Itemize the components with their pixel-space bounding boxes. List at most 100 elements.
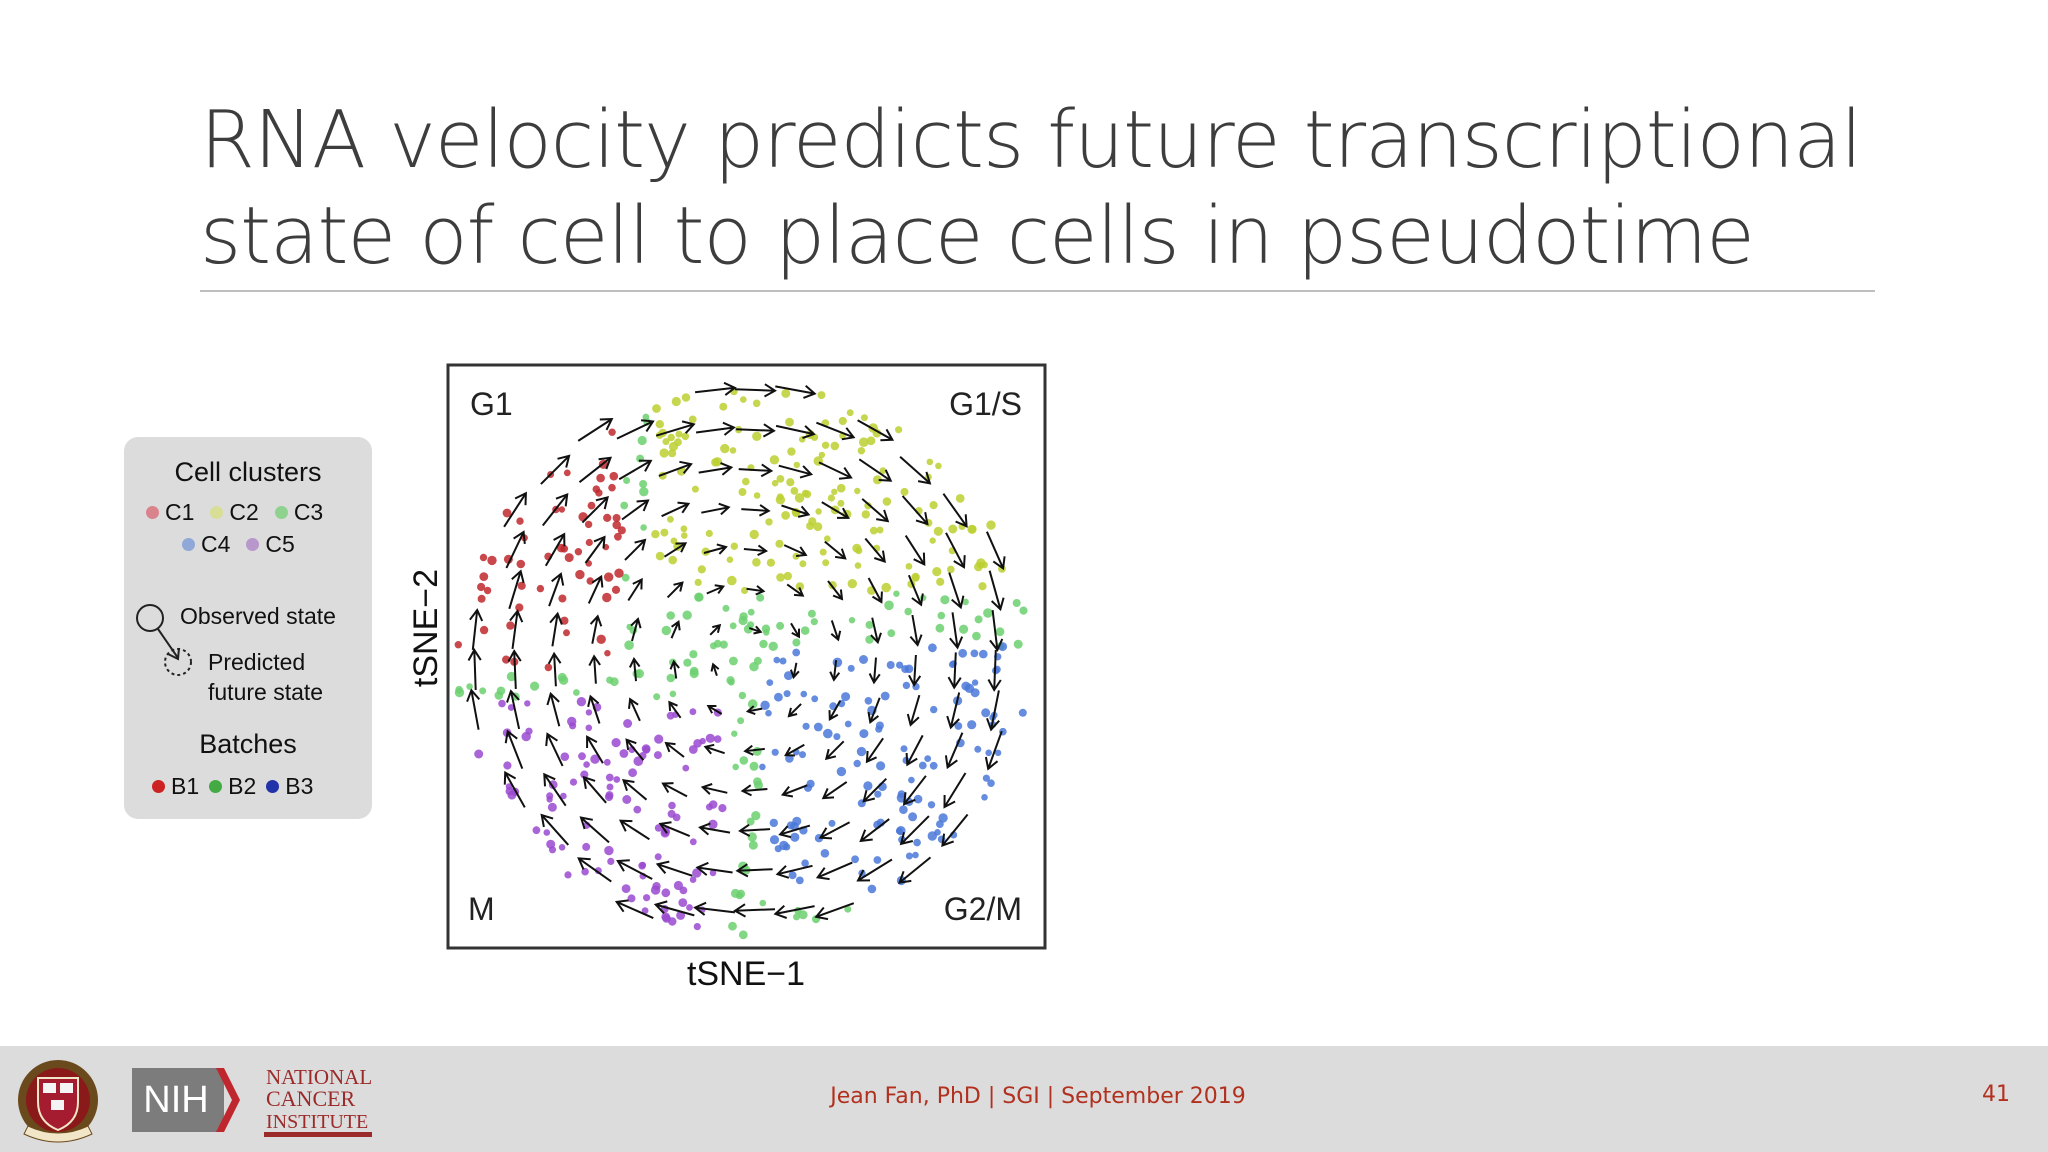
velocity-arrow <box>984 730 1003 771</box>
point-c4 <box>958 648 968 658</box>
legend-b1-dot <box>152 780 165 793</box>
point-c2 <box>955 494 965 503</box>
point-c4 <box>873 856 882 864</box>
legend-observed-label: Observed state <box>180 603 336 629</box>
point-c2 <box>799 560 807 568</box>
point-c3 <box>666 673 676 683</box>
point-c2 <box>830 441 840 451</box>
corner-label-g1s: G1/S <box>949 386 1022 422</box>
velocity-arrow <box>949 612 964 650</box>
velocity-arrow <box>989 609 1004 652</box>
point-c4 <box>813 722 823 732</box>
point-c1 <box>502 655 511 664</box>
velocity-arrow <box>740 784 768 797</box>
point-c1 <box>479 572 489 581</box>
point-c4 <box>900 745 908 753</box>
point-c2 <box>681 532 688 539</box>
point-c4 <box>800 690 808 698</box>
point-c2 <box>821 441 830 449</box>
point-c1 <box>487 555 497 566</box>
point-c4 <box>788 871 797 880</box>
legend-c5-dot <box>246 538 260 551</box>
point-c2 <box>879 467 887 475</box>
velocity-arrow <box>741 504 771 517</box>
point-c3 <box>807 609 816 618</box>
corner-label-g1: G1 <box>470 386 513 422</box>
point-c2 <box>720 443 730 454</box>
velocity-arrow <box>710 662 720 677</box>
point-c5 <box>607 857 615 866</box>
point-c3 <box>844 905 852 913</box>
velocity-arrow <box>503 770 526 808</box>
velocity-arrow <box>858 458 893 482</box>
point-c5 <box>661 912 671 922</box>
point-c4 <box>841 692 851 702</box>
point-c3 <box>935 623 945 633</box>
point-c1 <box>617 526 626 535</box>
point-c4 <box>981 794 988 801</box>
velocity-arrow <box>947 652 962 690</box>
point-c2 <box>712 457 723 467</box>
corner-label-g2m: G2/M <box>944 891 1022 927</box>
point-c5 <box>611 738 621 748</box>
point-c2 <box>765 518 773 526</box>
point-c5 <box>525 727 533 735</box>
point-c4 <box>859 655 868 664</box>
point-c2 <box>667 515 674 523</box>
nci-logo-line1: NATIONAL <box>266 1065 372 1089</box>
velocity-arrow <box>775 424 816 439</box>
point-c3 <box>1012 599 1021 607</box>
point-c2 <box>659 448 669 458</box>
point-c5 <box>606 783 614 791</box>
point-c4 <box>908 776 915 784</box>
legend-c1-label: C1 <box>165 499 195 525</box>
legend-c3-label: C3 <box>293 499 324 525</box>
point-c2 <box>752 431 762 441</box>
velocity-arrow <box>503 491 527 528</box>
point-c4 <box>820 849 830 858</box>
point-c2 <box>793 461 800 469</box>
point-c3 <box>624 640 634 650</box>
point-c5 <box>507 704 515 711</box>
slide-title: RNA velocity predicts future transcripti… <box>200 92 1900 284</box>
point-c1 <box>604 572 614 582</box>
point-c2 <box>929 537 936 544</box>
point-c4 <box>863 781 873 791</box>
point-c2 <box>795 582 805 591</box>
point-c5 <box>580 770 589 779</box>
velocity-arrow <box>545 732 564 767</box>
velocity-arrow <box>544 532 566 567</box>
point-c5 <box>567 716 577 727</box>
point-c3 <box>738 691 747 700</box>
velocity-arrow <box>738 823 771 837</box>
point-c4 <box>1018 708 1027 717</box>
point-c4 <box>970 649 979 658</box>
point-c3 <box>455 685 463 694</box>
point-c4 <box>954 722 963 730</box>
point-c3 <box>639 487 649 497</box>
point-c3 <box>749 761 759 771</box>
point-c2 <box>771 479 779 487</box>
point-c2 <box>882 497 892 506</box>
point-c2 <box>681 432 690 441</box>
velocity-arrow <box>906 694 921 727</box>
point-c5 <box>558 844 566 851</box>
point-c2 <box>827 494 836 502</box>
point-c4 <box>929 761 938 770</box>
point-c3 <box>729 656 738 666</box>
point-c3 <box>1013 639 1023 649</box>
point-c3 <box>752 746 762 756</box>
point-c4 <box>769 818 778 828</box>
point-c1 <box>611 585 621 595</box>
point-c1 <box>558 506 566 513</box>
point-c4 <box>765 709 772 717</box>
point-c3 <box>749 662 759 672</box>
point-c3 <box>743 624 753 634</box>
point-c5 <box>543 829 551 836</box>
slide-footer: NIH NATIONAL CANCER INSTITUTE Jean Fan, … <box>0 1046 2048 1152</box>
point-c5 <box>605 773 614 782</box>
velocity-arrow <box>901 495 929 526</box>
velocity-arrow <box>868 657 881 685</box>
velocity-arrow <box>543 772 567 807</box>
velocity-arrow <box>694 381 737 396</box>
